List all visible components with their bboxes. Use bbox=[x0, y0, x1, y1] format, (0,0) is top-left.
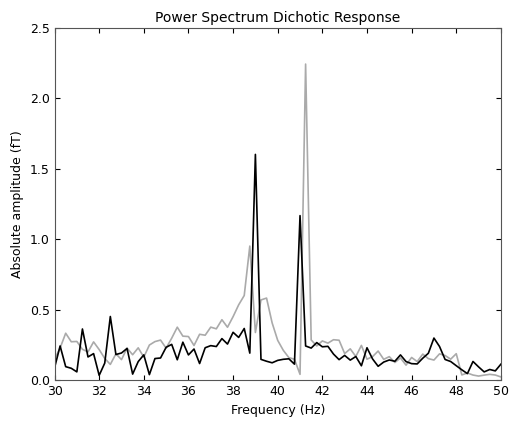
X-axis label: Frequency (Hz): Frequency (Hz) bbox=[230, 404, 325, 417]
Title: Power Spectrum Dichotic Response: Power Spectrum Dichotic Response bbox=[155, 11, 400, 25]
Y-axis label: Absolute amplitude (fT): Absolute amplitude (fT) bbox=[11, 130, 24, 278]
